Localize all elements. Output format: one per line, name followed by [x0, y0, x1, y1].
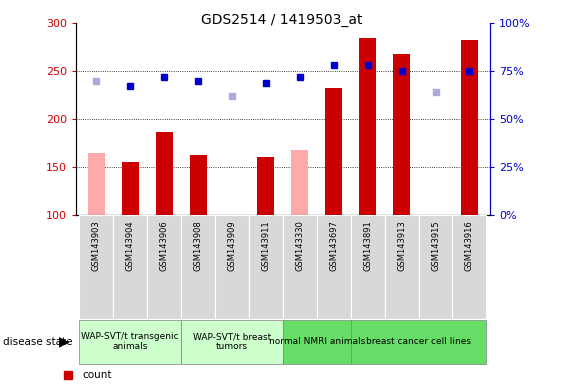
Text: GSM143906: GSM143906 — [160, 220, 169, 271]
Bar — [79, 319, 181, 364]
Bar — [325, 88, 342, 215]
Bar — [88, 152, 105, 215]
Bar — [359, 38, 376, 215]
Bar — [249, 215, 283, 319]
Bar — [181, 215, 215, 319]
Bar — [283, 319, 351, 364]
Bar — [190, 155, 207, 215]
Text: disease state: disease state — [3, 337, 72, 347]
Bar — [351, 319, 486, 364]
Bar — [461, 40, 478, 215]
Text: GSM143330: GSM143330 — [296, 220, 305, 271]
Bar — [122, 162, 138, 215]
Text: WAP-SVT/t transgenic
animals: WAP-SVT/t transgenic animals — [82, 332, 179, 351]
Text: breast cancer cell lines: breast cancer cell lines — [366, 337, 471, 346]
Bar — [215, 215, 249, 319]
Text: GSM143916: GSM143916 — [465, 220, 474, 271]
Bar — [292, 150, 309, 215]
Bar — [79, 215, 113, 319]
Text: GDS2514 / 1419503_at: GDS2514 / 1419503_at — [201, 13, 362, 27]
Text: GSM143697: GSM143697 — [329, 220, 338, 271]
Bar — [453, 215, 486, 319]
Text: GSM143911: GSM143911 — [261, 220, 270, 271]
Bar — [113, 215, 148, 319]
Text: GSM143915: GSM143915 — [431, 220, 440, 271]
Bar — [393, 54, 410, 215]
Bar — [283, 215, 317, 319]
Text: count: count — [83, 369, 112, 380]
Text: GSM143903: GSM143903 — [92, 220, 101, 271]
Bar — [418, 215, 453, 319]
Bar — [148, 215, 181, 319]
Text: GSM143891: GSM143891 — [363, 220, 372, 271]
Text: ▶: ▶ — [59, 335, 70, 349]
Bar — [317, 215, 351, 319]
Bar — [351, 215, 385, 319]
Bar — [181, 319, 283, 364]
Bar — [156, 132, 173, 215]
Text: GSM143904: GSM143904 — [126, 220, 135, 271]
Text: normal NMRI animals: normal NMRI animals — [269, 337, 365, 346]
Text: GSM143913: GSM143913 — [397, 220, 406, 271]
Text: GSM143908: GSM143908 — [194, 220, 203, 271]
Text: GSM143909: GSM143909 — [227, 220, 236, 271]
Bar — [257, 157, 274, 215]
Bar — [385, 215, 418, 319]
Text: WAP-SVT/t breast
tumors: WAP-SVT/t breast tumors — [193, 332, 271, 351]
